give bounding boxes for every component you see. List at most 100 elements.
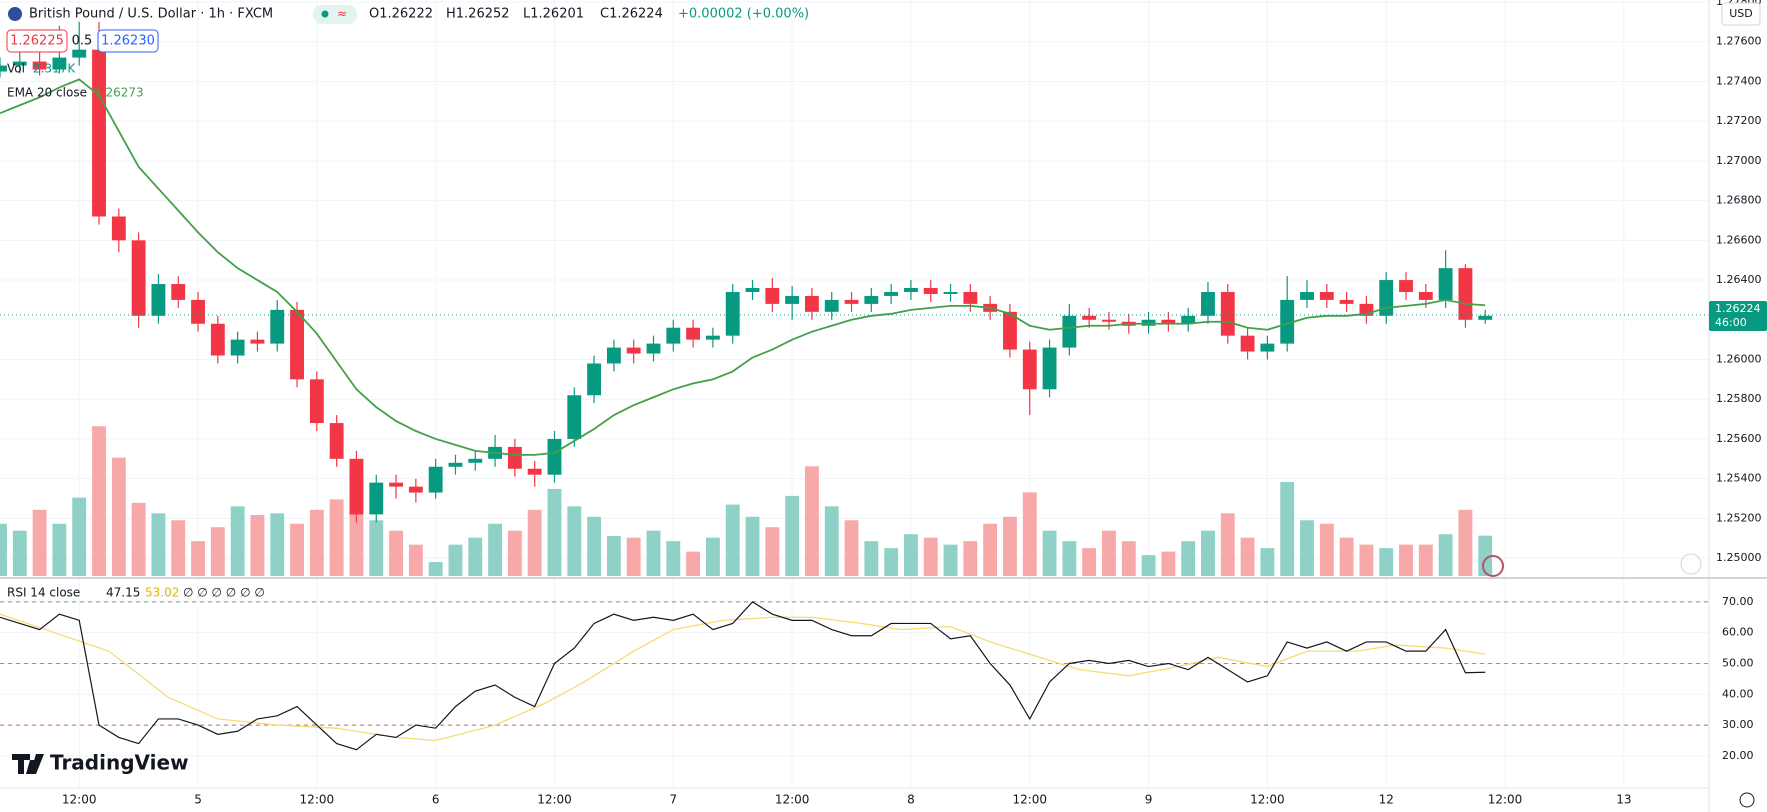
x-tick-label: 12:00 xyxy=(537,793,572,807)
volume-bar xyxy=(765,527,780,576)
x-tick-label: 12:00 xyxy=(62,793,97,807)
settings-gear[interactable] xyxy=(1739,792,1755,808)
candle-body xyxy=(943,291,958,294)
candle-body xyxy=(0,65,7,72)
volume-bar xyxy=(389,530,403,576)
x-tick-label: 12:00 xyxy=(300,793,335,807)
volume-bar xyxy=(270,513,285,576)
volume-bar xyxy=(1319,523,1334,576)
volume-bar xyxy=(923,537,938,576)
volume-bar xyxy=(1339,537,1354,576)
legend-open: O1.26222 xyxy=(369,7,433,22)
rsi-legend-name[interactable]: RSI 14 close xyxy=(7,586,80,600)
candle-body xyxy=(1062,315,1077,348)
volume-bar xyxy=(725,504,740,576)
volume-bar xyxy=(488,523,503,576)
volume-bar xyxy=(210,527,225,576)
rsi-tick-label: 70.00 xyxy=(1722,595,1754,608)
legend-change: +0.00002 (+0.00%) xyxy=(678,7,809,22)
candle-body xyxy=(904,288,918,292)
rsi-legend-value: 47.15 xyxy=(106,586,140,600)
rsi-flags: ∅ ∅ ∅ ∅ ∅ ∅ xyxy=(183,586,265,600)
y-tick-label: 1.26400 xyxy=(1716,273,1762,286)
status-badge[interactable] xyxy=(313,5,357,24)
candle-body xyxy=(92,49,106,217)
volume-bar xyxy=(1201,530,1215,576)
volume-bar xyxy=(1042,530,1057,576)
candle-body xyxy=(1042,347,1057,390)
candle-body xyxy=(725,291,740,336)
candle-body xyxy=(844,299,859,304)
volume-bar xyxy=(1478,535,1493,576)
volume-layer xyxy=(0,426,1493,576)
price-tag-value: 1.26224 xyxy=(1715,302,1761,315)
volume-bar xyxy=(1458,509,1473,576)
candle-body xyxy=(587,363,602,396)
y-tick-label: 1.25400 xyxy=(1716,472,1762,485)
volume-bar xyxy=(32,509,47,576)
candle-body xyxy=(785,295,800,304)
volume-bar xyxy=(1260,548,1275,576)
volume-bar xyxy=(507,530,522,576)
volume-legend-value: 2.317K xyxy=(33,62,76,76)
x-tick-label: 7 xyxy=(669,793,677,807)
ask-price: 1.26230 xyxy=(101,34,155,49)
buy-button[interactable] xyxy=(97,29,159,53)
volume-bar xyxy=(428,562,443,576)
volume-bar xyxy=(1359,544,1374,576)
y-tick-label: 1.26000 xyxy=(1716,353,1762,366)
y-tick-label: 1.25800 xyxy=(1716,392,1762,405)
volume-bar xyxy=(587,516,602,576)
volume-bar xyxy=(567,506,582,576)
candle-body xyxy=(646,343,661,354)
volume-bar xyxy=(884,548,899,576)
candle-body xyxy=(32,61,47,70)
candle-body xyxy=(1201,291,1215,316)
line-layer xyxy=(0,78,1709,751)
settings-icon[interactable] xyxy=(1680,553,1702,575)
candle-body xyxy=(12,61,27,66)
currency: USD xyxy=(1729,7,1753,20)
volume-bar xyxy=(151,513,166,576)
rsi-line xyxy=(0,601,1486,751)
candle-body xyxy=(1359,303,1374,316)
volume-bar xyxy=(1022,492,1037,576)
brand[interactable]: TradingView xyxy=(50,751,189,775)
ema-legend-name[interactable]: EMA 20 close xyxy=(7,86,87,100)
volume-bar xyxy=(1102,530,1116,576)
volume-bar xyxy=(1438,534,1453,576)
volume-bar xyxy=(646,530,661,576)
symbol-title[interactable]: British Pound / U.S. Dollar · 1h · FXCM xyxy=(29,7,273,22)
volume-bar xyxy=(1161,551,1176,576)
candle-body xyxy=(250,339,265,344)
volume-bar xyxy=(329,499,344,576)
currency-button[interactable] xyxy=(1721,2,1761,26)
candle-body xyxy=(1141,319,1156,326)
candle-body xyxy=(547,438,562,475)
volume-bar xyxy=(72,497,87,576)
rsi-ma-line xyxy=(0,613,1486,742)
candle-body xyxy=(448,462,463,467)
candle-body xyxy=(428,466,443,493)
volume-bar xyxy=(448,544,463,576)
sell-button[interactable] xyxy=(6,29,68,53)
y-tick-label: 1.27000 xyxy=(1716,154,1762,167)
rsi-tick-label: 50.00 xyxy=(1722,656,1754,669)
region-icon[interactable] xyxy=(1482,555,1504,577)
volume-legend-name[interactable]: Vol xyxy=(7,62,25,76)
candle-body xyxy=(666,327,681,344)
candle-layer xyxy=(0,21,1493,523)
volume-bar xyxy=(963,541,978,576)
candle-body xyxy=(52,57,67,70)
candle-body xyxy=(606,347,621,364)
candle-body xyxy=(765,288,780,304)
candle-body xyxy=(309,379,324,424)
candle-body xyxy=(468,458,483,463)
x-tick-label: 5 xyxy=(194,793,202,807)
candle-body xyxy=(864,295,879,304)
candle-body xyxy=(270,309,285,344)
candle-body xyxy=(290,309,304,380)
candle-body xyxy=(151,284,166,316)
